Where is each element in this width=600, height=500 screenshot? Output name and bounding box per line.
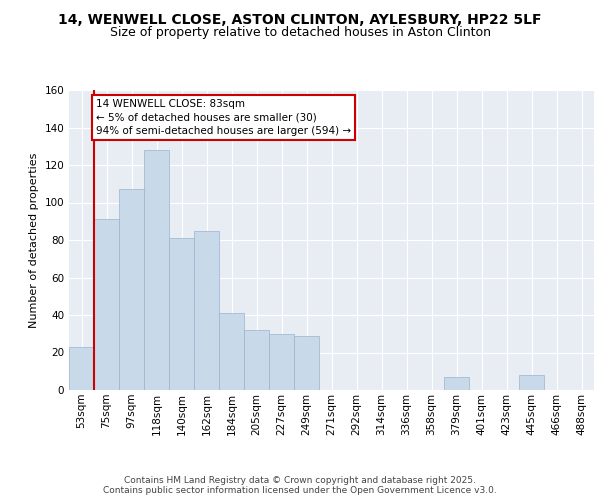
Y-axis label: Number of detached properties: Number of detached properties: [29, 152, 39, 328]
Text: Size of property relative to detached houses in Aston Clinton: Size of property relative to detached ho…: [110, 26, 491, 39]
Bar: [269, 334, 294, 390]
Text: Contains public sector information licensed under the Open Government Licence v3: Contains public sector information licen…: [103, 486, 497, 495]
Bar: [194, 230, 219, 390]
Bar: [69, 347, 94, 390]
Bar: [444, 377, 469, 390]
Bar: [144, 150, 169, 390]
Bar: [169, 238, 194, 390]
Bar: [219, 313, 244, 390]
Bar: [244, 330, 269, 390]
Text: Contains HM Land Registry data © Crown copyright and database right 2025.: Contains HM Land Registry data © Crown c…: [124, 476, 476, 485]
Bar: [519, 375, 544, 390]
Text: 14, WENWELL CLOSE, ASTON CLINTON, AYLESBURY, HP22 5LF: 14, WENWELL CLOSE, ASTON CLINTON, AYLESB…: [58, 12, 542, 26]
Text: 14 WENWELL CLOSE: 83sqm
← 5% of detached houses are smaller (30)
94% of semi-det: 14 WENWELL CLOSE: 83sqm ← 5% of detached…: [96, 100, 351, 136]
Bar: [94, 220, 119, 390]
Bar: [119, 190, 144, 390]
Bar: [294, 336, 319, 390]
